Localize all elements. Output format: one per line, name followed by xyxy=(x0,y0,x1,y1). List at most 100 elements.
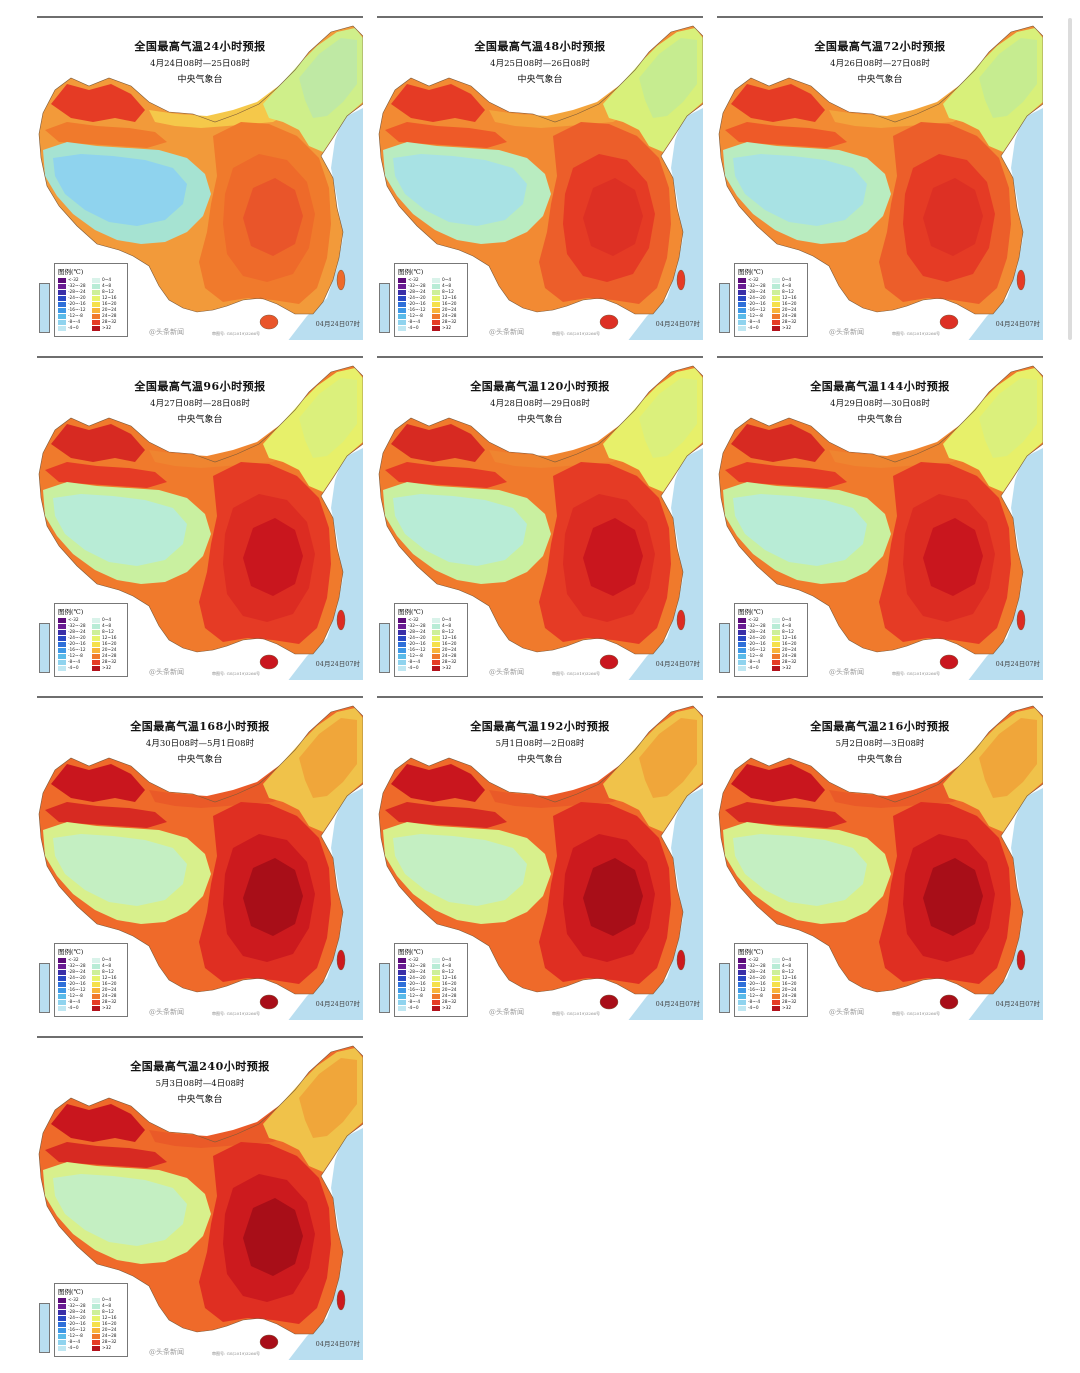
temperature-map xyxy=(37,18,363,340)
forecast-map-tile[interactable]: 全国最高气温144小时预报 4月29日08时—30日08时 中央气象台 图例(℃) <-… xyxy=(717,356,1043,680)
legend-swatch xyxy=(432,660,440,666)
legend-swatch xyxy=(398,289,406,295)
forecast-map-tile[interactable]: 全国最高气温96小时预报 4月27日08时—28日08时 中央气象台图例(℃) <-3… xyxy=(37,356,363,680)
legend-item: >32 xyxy=(92,1346,124,1352)
legend-label: 4~8 xyxy=(102,1303,112,1309)
legend-item: <-32 xyxy=(58,277,90,283)
legend-title: 图例(℃) xyxy=(738,608,764,616)
china-border xyxy=(38,25,363,315)
legend-label: 20~24 xyxy=(102,648,117,654)
north-xinjiang-zone xyxy=(391,84,485,122)
inner-mongolia-zone xyxy=(149,420,295,468)
legend-item: -4~0 xyxy=(738,1006,770,1012)
legend-item: 20~24 xyxy=(92,1327,124,1334)
legend-label: >32 xyxy=(782,1006,792,1012)
legend-label: -16~-12 xyxy=(748,648,766,654)
south-china-sea-inset xyxy=(39,1303,50,1353)
tarim-zone xyxy=(45,122,167,148)
legend-swatch xyxy=(432,301,440,307)
legend-label: -12~-8 xyxy=(408,314,423,320)
legend-title: 图例(℃) xyxy=(58,268,84,276)
scrollbar[interactable] xyxy=(1068,18,1072,340)
forecast-map-tile[interactable]: 全国最高气温24小时预报 4月24日08时—25日08时 中央气象台 图例(℃) <-3… xyxy=(37,16,363,340)
legend-label: 24~28 xyxy=(442,994,457,1000)
legend-item: -8~-4 xyxy=(738,1000,770,1006)
legend-label: <-32 xyxy=(748,957,759,963)
legend-item: <-32 xyxy=(398,957,430,963)
temperature-map xyxy=(37,1038,363,1360)
legend-swatch xyxy=(92,994,100,1000)
legend-item: 4~8 xyxy=(92,283,124,289)
legend-label: 0~4 xyxy=(782,277,792,283)
map-approval-note: 审图号: GS(2019)3266号 xyxy=(892,671,941,676)
map-header: 全国最高气温144小时预报 4月29日08时—30日08时 中央气象台 xyxy=(717,378,1043,425)
legend-swatch xyxy=(772,1006,780,1012)
legend-item: 16~20 xyxy=(772,301,804,307)
plateau-core-zone xyxy=(53,834,187,906)
map-header: 全国最高气温96小时预报 4月27日08时—28日08时 中央气象台 xyxy=(37,378,363,425)
watermark: @头条新闻 xyxy=(149,328,184,336)
legend-swatch xyxy=(738,295,746,301)
legend-label: -28~-24 xyxy=(408,289,426,295)
legend-item: 20~24 xyxy=(92,647,124,654)
map-period: 4月27日08时—28日08时 xyxy=(150,399,250,409)
legend-item: -8~-4 xyxy=(398,660,430,666)
legend-label: >32 xyxy=(782,666,792,672)
legend-item: -24~-20 xyxy=(398,635,430,641)
forecast-map-tile[interactable]: 全国最高气温168小时预报 4月30日08时—5月1日08时 中央气象台 图例(℃) <… xyxy=(37,696,363,1020)
legend-item: 0~4 xyxy=(92,617,124,623)
legend-item: 24~28 xyxy=(772,994,804,1000)
legend-swatch xyxy=(772,629,780,635)
legend-swatch xyxy=(772,969,780,975)
legend-label: -4~0 xyxy=(68,326,79,332)
legend-label: -32~-28 xyxy=(68,623,86,629)
legend-label: 16~20 xyxy=(442,301,457,307)
forecast-map-tile[interactable]: 全国最高气温240小时预报 5月3日08时—4日08时 中央气象台 图例(℃) <-32… xyxy=(37,1036,363,1360)
inner-mongolia-zone xyxy=(149,1100,295,1148)
legend-item: -28~-24 xyxy=(738,289,770,295)
north-xinjiang-zone xyxy=(51,764,145,802)
legend-swatch xyxy=(58,308,66,314)
legend-swatch xyxy=(58,981,66,987)
legend-swatch xyxy=(432,957,440,963)
legend-item: -16~-12 xyxy=(58,647,90,654)
legend-swatch xyxy=(772,289,780,295)
legend-label: <-32 xyxy=(408,277,419,283)
legend-label: -8~-4 xyxy=(68,660,81,666)
legend-item: -32~-28 xyxy=(58,623,90,629)
legend: 图例(℃) <-32 -32~-28 -28~-24 -24~-20 -20~-16 -16… xyxy=(54,603,128,677)
map-title: 全国最高气温168小时预报 xyxy=(130,720,270,733)
legend-item: -4~0 xyxy=(58,1006,90,1012)
legend-item: -12~-8 xyxy=(58,994,90,1000)
legend-label: >32 xyxy=(442,1006,452,1012)
map-period: 5月1日08时—2日08时 xyxy=(495,739,585,749)
plateau-core-zone xyxy=(733,494,867,566)
legend-label: -24~-20 xyxy=(748,635,766,641)
taiwan-island xyxy=(336,609,346,631)
legend-label: -4~0 xyxy=(68,1346,79,1352)
legend-label: 28~32 xyxy=(782,1000,797,1006)
legend-label: 4~8 xyxy=(102,283,112,289)
legend-swatch xyxy=(92,320,100,326)
forecast-map-tile[interactable]: 全国最高气温120小时预报 4月28日08时—29日08时 中央气象台 图例(℃) <-… xyxy=(377,356,703,680)
hainan-island xyxy=(939,654,959,670)
map-period: 5月3日08时—4日08时 xyxy=(155,1079,245,1089)
legend-label: -8~-4 xyxy=(748,660,761,666)
issue-time-stamp: 04月24日07时 xyxy=(315,320,360,328)
legend-swatch xyxy=(738,648,746,654)
legend-item: >32 xyxy=(432,666,464,672)
legend-swatch xyxy=(58,666,66,672)
forecast-map-tile[interactable]: 全国最高气温72小时预报 4月26日08时—27日08时 中央气象台 图例(℃) <-3… xyxy=(717,16,1043,340)
legend-swatch xyxy=(772,988,780,994)
south-china-sea-inset xyxy=(379,623,390,673)
forecast-map-tile[interactable]: 全国最高气温48小时预报 4月25日08时—26日08时 中央气象台 图例(℃) <-3… xyxy=(377,16,703,340)
legend-label: 28~32 xyxy=(102,320,117,326)
map-period: 4月28日08时—29日08时 xyxy=(490,399,590,409)
legend-label: -20~-16 xyxy=(68,1321,86,1327)
forecast-map-tile[interactable]: 全国最高气温192小时预报 5月1日08时—2日08时 中央气象台 图例(℃) <-32… xyxy=(377,696,703,1020)
legend-swatch xyxy=(772,994,780,1000)
legend-swatch xyxy=(772,301,780,307)
legend-item: -8~-4 xyxy=(58,1340,90,1346)
legend-swatch xyxy=(398,969,406,975)
forecast-map-tile[interactable]: 全国最高气温216小时预报 5月2日08时—3日08时 中央气象台 图例(℃) <-32… xyxy=(717,696,1043,1020)
